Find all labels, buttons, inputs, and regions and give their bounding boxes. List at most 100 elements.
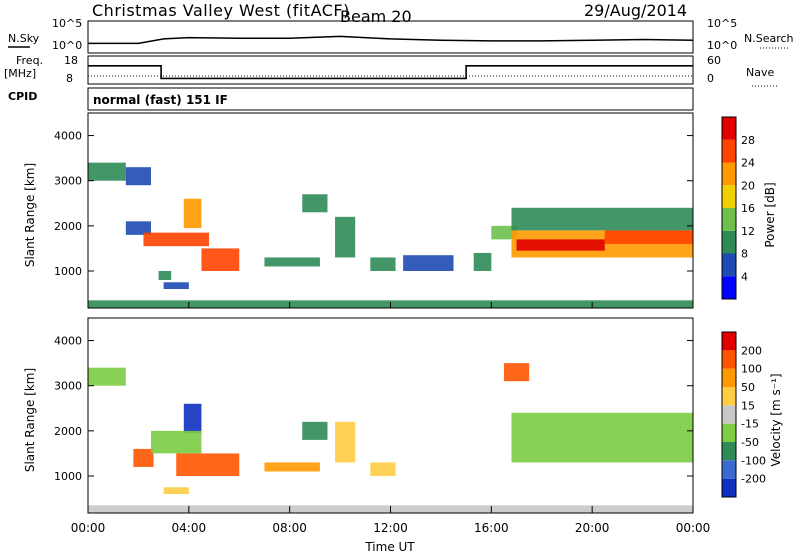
x-tick-label: 20:00 xyxy=(575,521,610,535)
power-colorbar-tick: 24 xyxy=(741,157,755,170)
velocity-cell xyxy=(163,487,189,495)
velocity-cell xyxy=(88,367,126,386)
freq-series xyxy=(88,65,693,80)
power-colorbar-tick: 20 xyxy=(741,179,755,192)
velocity-ylabel: Slant Range [km] xyxy=(23,368,37,472)
power-colorbar-segment xyxy=(722,230,736,254)
velocity-colorbar-tick: 50 xyxy=(741,381,755,394)
freq-tick-bottom: 8 xyxy=(66,72,73,85)
velocity-colorbar-tick: 200 xyxy=(741,344,762,357)
cpid-panel-frame xyxy=(87,87,694,111)
velocity-ytick-label: 3000 xyxy=(54,380,82,393)
velocity-colorbar-label: Velocity [m s⁻¹] xyxy=(769,373,783,466)
power-y-axis: 1000 2000 3000 4000 xyxy=(54,130,693,278)
velocity-colorbar-segment xyxy=(722,332,736,351)
power-ylabel: Slant Range [km] xyxy=(23,163,37,267)
power-cell xyxy=(511,207,693,231)
cpid-value: normal (fast) 151 IF xyxy=(93,93,228,107)
power-cell xyxy=(264,257,320,267)
power-colorbar-tick: 12 xyxy=(741,225,755,238)
x-tick-label: 08:00 xyxy=(272,521,307,535)
velocity-cell xyxy=(133,448,154,467)
power-cell xyxy=(88,162,126,181)
cpid-label: CPID xyxy=(8,90,37,103)
freq-unit: [MHz] xyxy=(4,67,36,80)
velocity-colorbar-segment xyxy=(722,460,736,479)
power-colorbar-tick: 4 xyxy=(741,270,748,283)
velocity-cell xyxy=(302,421,328,440)
velocity-colorbar-segment xyxy=(722,442,736,461)
velocity-colorbar-tick: -50 xyxy=(741,436,759,449)
power-cell xyxy=(403,255,454,271)
velocity-ytick-label: 4000 xyxy=(54,335,82,348)
nsky-tick-top: 10^5 xyxy=(52,17,82,30)
power-cell xyxy=(516,239,605,251)
power-colorbar-segment xyxy=(722,253,736,277)
x-tick-label: 04:00 xyxy=(172,521,207,535)
velocity-colorbar-segment xyxy=(722,387,736,406)
nsky-panel-frame xyxy=(87,20,694,54)
nsky-label: N.Sky xyxy=(8,32,40,45)
power-cell xyxy=(370,257,396,271)
power-cell xyxy=(473,252,492,271)
freq-panel-frame xyxy=(87,55,694,85)
velocity-colorbar-segment xyxy=(722,405,736,424)
power-colorbar-frame xyxy=(721,116,737,300)
power-cell xyxy=(158,270,172,281)
power-colorbar-segment xyxy=(722,139,736,163)
x-axis: 00:00 04:00 08:00 12:00 16:00 20:00 00:00 xyxy=(71,302,711,535)
power-cell xyxy=(491,225,517,240)
nsky-tick-bottom: 10^0 xyxy=(52,39,82,52)
x-tick-label: 00:00 xyxy=(676,521,711,535)
power-cell xyxy=(604,230,693,244)
velocity-cell xyxy=(335,421,356,463)
velocity-cell xyxy=(264,462,320,472)
power-colorbar-segment xyxy=(722,185,736,208)
freq-line xyxy=(88,65,693,80)
power-ytick-label: 1000 xyxy=(54,265,82,278)
beam-label: Beam 20 xyxy=(340,7,412,26)
x-axis-label: Time UT xyxy=(364,540,415,554)
nave-tick-top: 60 xyxy=(707,54,721,67)
x-tick-label: 12:00 xyxy=(373,521,408,535)
velocity-cell xyxy=(183,403,202,434)
nsky-right-tick-bottom: 10^0 xyxy=(707,39,737,52)
power-colorbar-label: Power [dB] xyxy=(763,182,777,247)
x-tick-label: 00:00 xyxy=(71,521,106,535)
power-cell xyxy=(201,248,240,271)
power-colorbar-segment xyxy=(722,276,736,299)
velocity-cell xyxy=(503,363,530,382)
x-tick-label: 16:00 xyxy=(474,521,509,535)
velocity-colorbar-segment xyxy=(722,423,736,442)
nave-tick-bottom: 0 xyxy=(707,72,714,85)
velocity-cell xyxy=(511,412,693,463)
velocity-colorbar-segment xyxy=(722,478,736,497)
power-cell xyxy=(125,167,152,186)
velocity-ytick-label: 1000 xyxy=(54,470,82,483)
power-ytick-label: 2000 xyxy=(54,220,82,233)
power-colorbar-segment xyxy=(722,117,736,140)
power-cell xyxy=(335,216,356,258)
velocity-colorbar-tick: 15 xyxy=(741,399,755,412)
velocity-heatmap xyxy=(88,363,693,513)
power-cell xyxy=(302,194,328,213)
velocity-y-axis: 1000 2000 3000 4000 xyxy=(54,335,693,483)
chart-title: Christmas Valley West (fitACF) xyxy=(92,1,350,20)
velocity-cell xyxy=(370,462,396,476)
velocity-colorbar-tick: -100 xyxy=(741,454,766,467)
velocity-colorbar-segment xyxy=(722,350,736,369)
power-heatmap xyxy=(88,162,693,308)
power-cell xyxy=(183,198,202,229)
velocity-colorbar-segment xyxy=(722,368,736,387)
power-colorbar-segment xyxy=(722,162,736,186)
nsky-right-tick-top: 10^5 xyxy=(707,17,737,30)
power-ytick-label: 4000 xyxy=(54,130,82,143)
date-label: 29/Aug/2014 xyxy=(584,1,687,20)
power-colorbar: 4 8 12 16 20 24 28 xyxy=(721,116,755,300)
velocity-colorbar: 200 100 50 15 -15 -50 -100 -200 xyxy=(721,331,766,498)
velocity-colorbar-tick: 100 xyxy=(741,363,762,376)
velocity-colorbar-frame xyxy=(721,331,737,498)
power-colorbar-tick: 16 xyxy=(741,202,755,215)
freq-label: Freq. xyxy=(16,54,43,67)
